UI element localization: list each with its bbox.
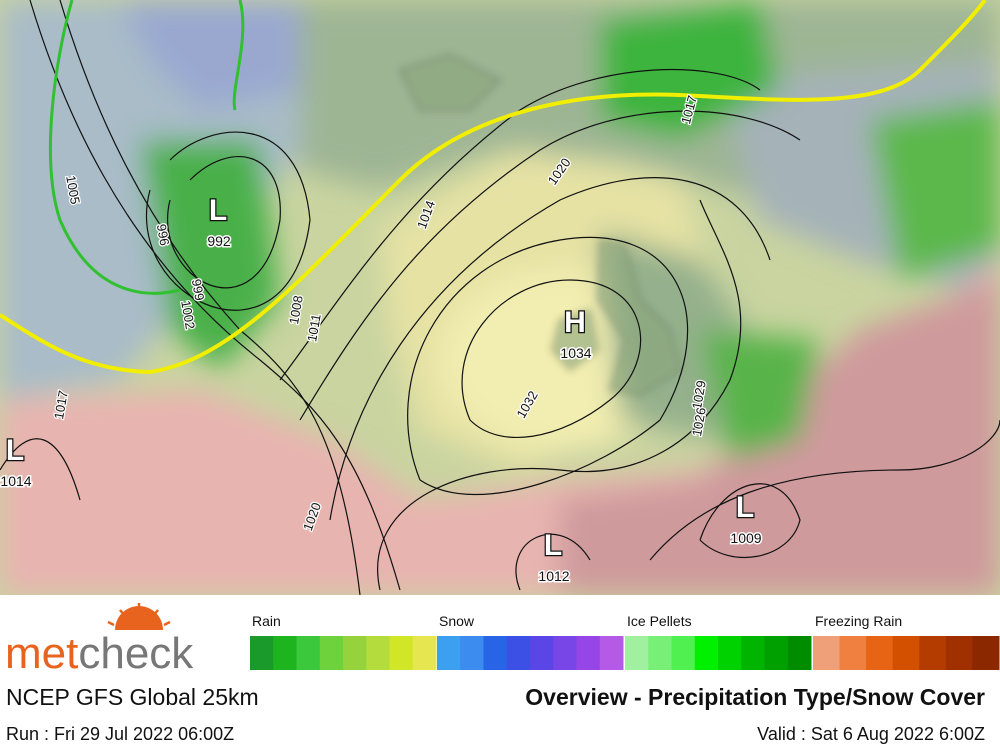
legend-swatch <box>625 636 649 670</box>
land-outlines <box>399 54 681 396</box>
logo: metcheck <box>5 629 194 678</box>
legend-swatch <box>412 636 437 670</box>
legend-swatch <box>343 636 367 670</box>
legend-swatch <box>892 636 920 670</box>
center-letter: L <box>6 434 24 467</box>
legend-swatch <box>296 636 321 670</box>
legend-swatch <box>919 636 947 670</box>
legend-swatch <box>866 636 894 670</box>
center-value: 1012 <box>538 568 569 584</box>
legend-swatch <box>694 636 719 670</box>
center-letter: L <box>736 491 754 524</box>
legend-swatch <box>437 636 461 670</box>
legend-swatch <box>741 636 765 670</box>
legend-swatch <box>839 636 867 670</box>
legend-swatch <box>250 636 274 670</box>
footer: metcheck NCEP GFS Global 25km Overview -… <box>5 603 1000 744</box>
legend-swatch <box>787 636 812 670</box>
legend-swatch <box>483 636 508 670</box>
isobar-label: 1002 <box>178 299 198 330</box>
legend: Rain Snow Ice Pellets Freezing Rain <box>250 613 1000 670</box>
legend-swatch <box>460 636 484 670</box>
legend-swatch <box>506 636 531 670</box>
legend-swatch <box>945 636 973 670</box>
isobar-label: 999 <box>189 278 208 302</box>
valid-time: Valid : Sat 6 Aug 2022 6:00Z <box>757 724 985 744</box>
pressure-centers: L 992 H 1034 L 1014 L 1012 L 1009 <box>0 193 763 586</box>
isobar-label: 1011 <box>304 313 324 343</box>
center-value: 1014 <box>0 473 31 489</box>
legend-swatch <box>273 636 297 670</box>
center-value: 1034 <box>560 345 591 361</box>
legend-swatch <box>813 636 841 670</box>
isobar-label: 1008 <box>286 294 306 325</box>
legend-swatch <box>648 636 672 670</box>
legend-label: Snow <box>439 613 475 629</box>
isobar-label: 1017 <box>51 389 71 420</box>
legend-swatch <box>599 636 624 670</box>
isobars <box>0 0 1000 595</box>
snow-line <box>48 0 245 295</box>
isobar-label: 1005 <box>63 174 83 205</box>
freezing-line <box>0 0 987 375</box>
legend-swatch <box>389 636 414 670</box>
logo-sun <box>107 603 171 630</box>
isobar-label: 1026 <box>689 406 709 437</box>
legend-swatch <box>671 636 696 670</box>
center-letter: H <box>564 306 586 339</box>
legend-label: Freezing Rain <box>815 613 902 629</box>
legend-swatch <box>972 636 1000 670</box>
model-name: NCEP GFS Global 25km <box>6 684 259 710</box>
run-time: Run : Fri 29 Jul 2022 06:00Z <box>6 724 234 744</box>
center-value: 992 <box>207 233 231 249</box>
logo-part: check <box>78 629 194 678</box>
legend-swatch <box>553 636 577 670</box>
legend-swatch <box>576 636 601 670</box>
legend-swatch <box>530 636 554 670</box>
legend-label: Ice Pellets <box>627 613 692 629</box>
center-letter: L <box>544 529 562 562</box>
legend-swatch <box>319 636 344 670</box>
legend-swatch <box>764 636 789 670</box>
isobar-label: 996 <box>154 223 173 247</box>
center-value: 1009 <box>730 530 761 546</box>
legend-swatch <box>718 636 742 670</box>
legend-swatch <box>366 636 390 670</box>
center-letter: L <box>209 194 227 227</box>
isobar-label: 1029 <box>689 379 709 410</box>
legend-label: Rain <box>252 613 281 629</box>
logo-part: met <box>5 629 78 678</box>
map-title: Overview - Precipitation Type/Snow Cover <box>525 684 985 710</box>
